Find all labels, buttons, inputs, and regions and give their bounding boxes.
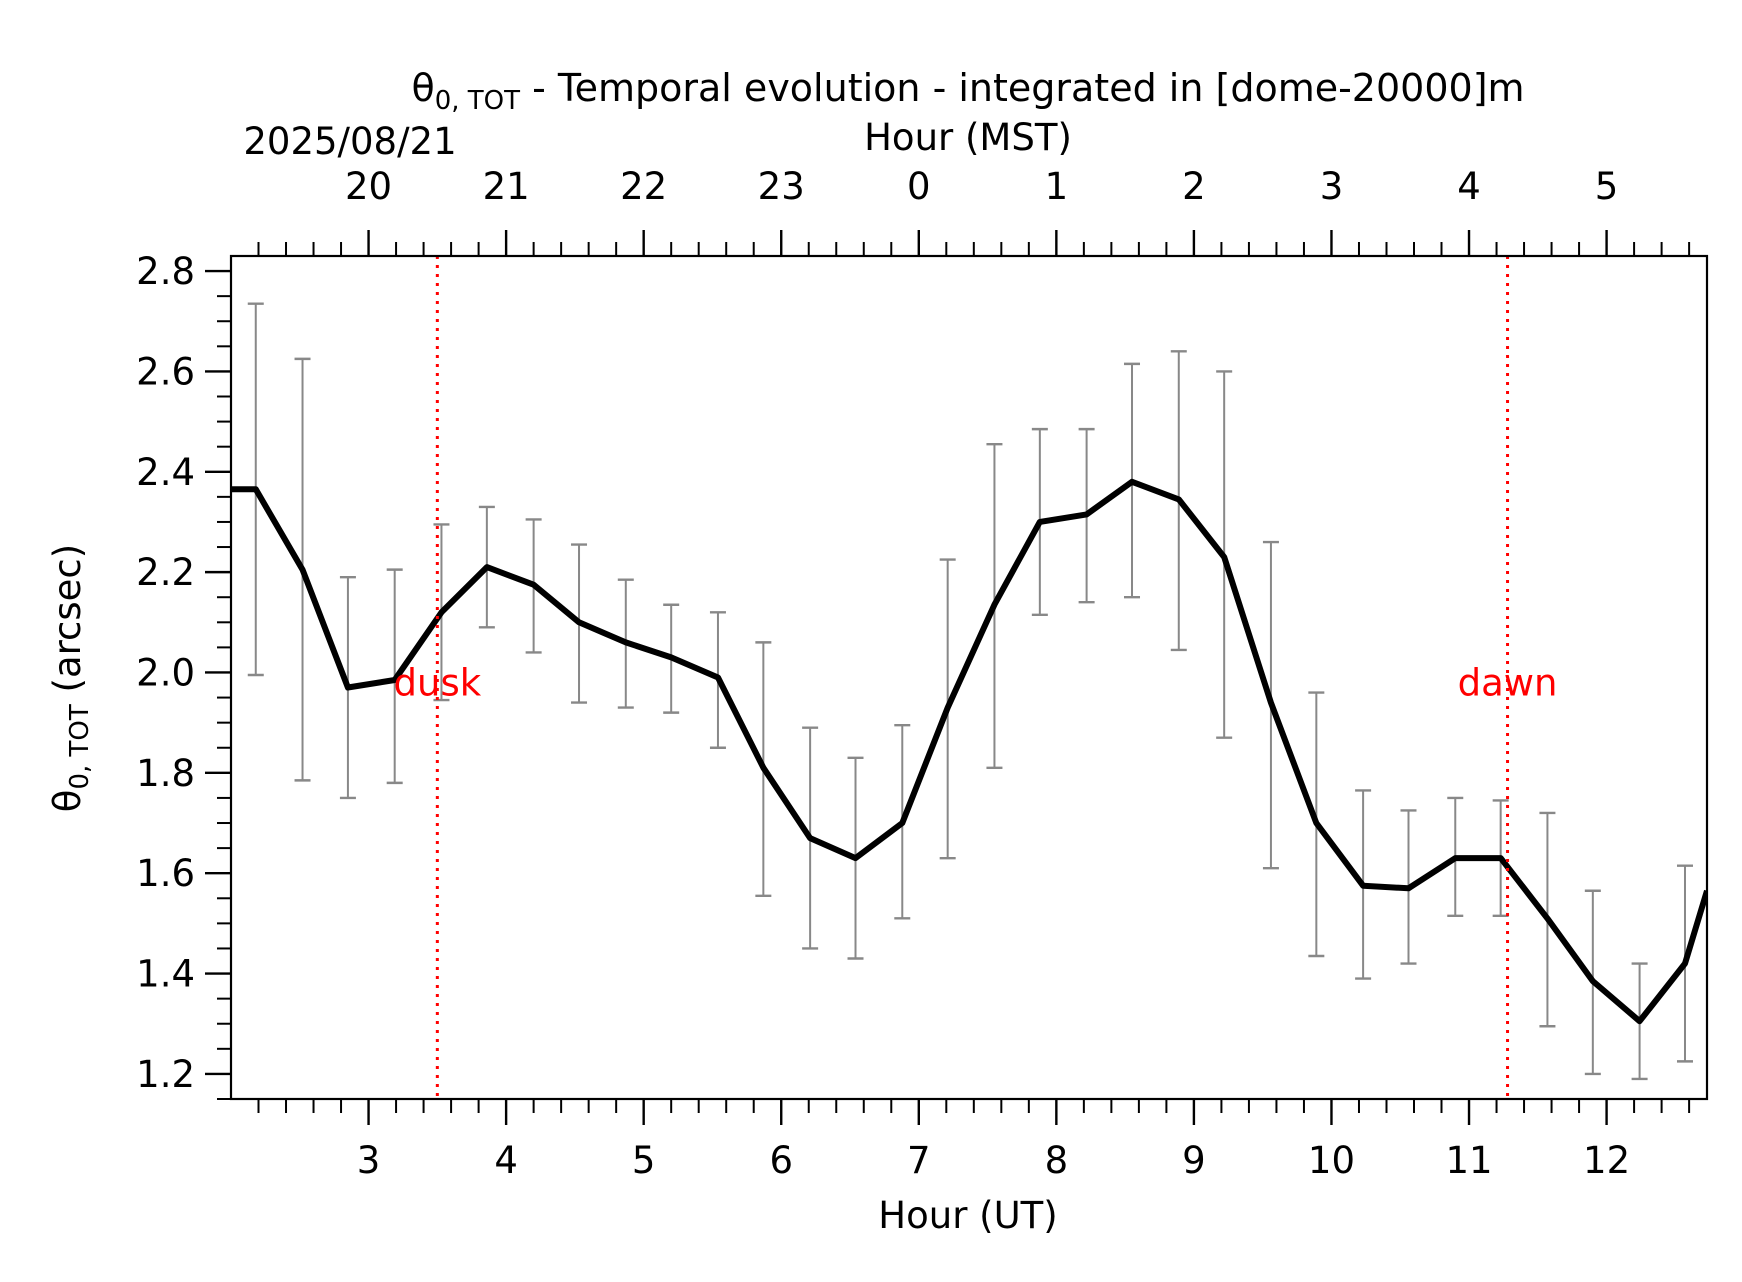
x-tick-label: 3 — [357, 1139, 381, 1182]
date-label: 2025/08/21 — [243, 120, 456, 163]
plot-frame — [229, 254, 1709, 1101]
y-tick-label: 2.6 — [136, 350, 195, 393]
x2-axis-label: Hour (MST) — [864, 116, 1072, 159]
x2-tick-label: 3 — [1320, 165, 1344, 208]
ylabel-symbol: θ — [46, 790, 89, 813]
vline-label-dawn: dawn — [1458, 662, 1558, 705]
vline-label-dusk: dusk — [394, 662, 482, 705]
x2-tick-label: 1 — [1045, 165, 1069, 208]
x-tick-label: 12 — [1583, 1139, 1630, 1182]
x2-tick-label: 5 — [1595, 165, 1619, 208]
x2-tick-label: 4 — [1457, 165, 1481, 208]
chart-title: θ0, TOT - Temporal evolution - integrate… — [411, 66, 1524, 116]
x-tick-label: 9 — [1182, 1139, 1206, 1182]
x2-tick-label: 0 — [907, 165, 931, 208]
x-tick-label: 10 — [1308, 1139, 1355, 1182]
x-tick-label: 4 — [494, 1139, 518, 1182]
y-tick-label: 1.2 — [136, 1053, 195, 1096]
y-tick-label: 2.8 — [136, 250, 195, 293]
title-symbol: θ — [411, 66, 434, 110]
series-lines — [231, 478, 1707, 1025]
ylabel-subscript: 0, TOT — [65, 704, 95, 789]
y-tick-label: 2.0 — [136, 651, 195, 694]
y-tick-label: 1.4 — [136, 953, 195, 996]
x2-tick-label: 2 — [1182, 165, 1206, 208]
title-subscript: 0, TOT — [435, 86, 520, 116]
x-tick-label: 5 — [632, 1139, 656, 1182]
minor-ticks — [217, 242, 1691, 1113]
y-tick-label: 2.4 — [136, 451, 195, 494]
series-line — [231, 478, 1707, 1025]
x-axis-label: Hour (UT) — [878, 1194, 1057, 1237]
x2-tick-label: 21 — [483, 165, 530, 208]
x-tick-label: 8 — [1045, 1139, 1069, 1182]
y-axis-label: θ0, TOT (arcsec) — [46, 544, 95, 812]
x-tick-label: 6 — [769, 1139, 793, 1182]
x2-tick-label: 23 — [758, 165, 805, 208]
y-tick-label: 2.2 — [136, 551, 195, 594]
x-tick-label: 11 — [1445, 1139, 1492, 1182]
y-tick-label: 1.6 — [136, 852, 195, 895]
y-tick-label: 1.8 — [136, 752, 195, 795]
title-text: - Temporal evolution - integrated in [do… — [520, 66, 1525, 110]
ylabel-text: (arcsec) — [46, 544, 89, 704]
major-ticks — [205, 230, 1608, 1125]
x-tick-label: 7 — [907, 1139, 931, 1182]
x2-tick-label: 20 — [345, 165, 392, 208]
reference-lines: dusk dawn — [394, 256, 1558, 1099]
x2-tick-label: 22 — [620, 165, 667, 208]
